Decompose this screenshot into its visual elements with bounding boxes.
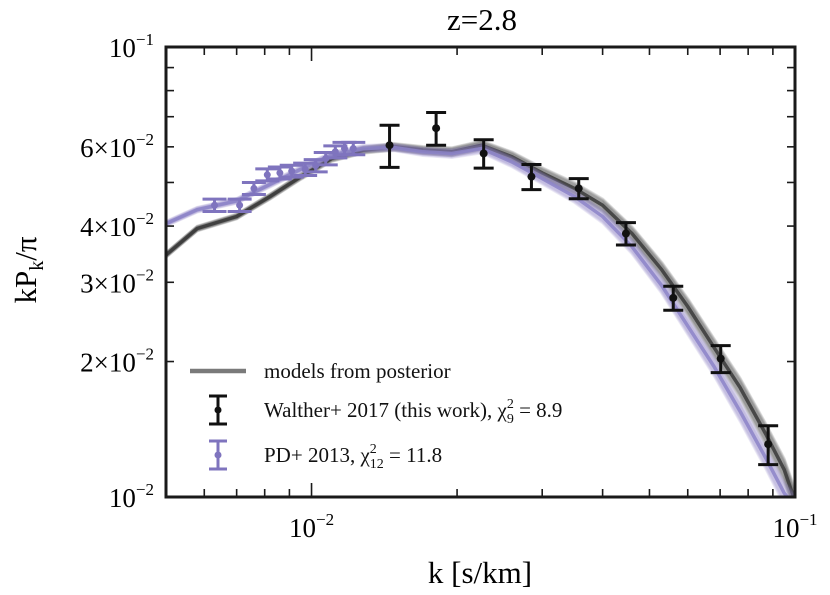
tick-base: 10: [109, 212, 136, 242]
tick-mantissa: 4×: [80, 212, 109, 242]
legend-label-sub: 12: [370, 457, 384, 472]
y-tick-label: 10−2: [109, 480, 154, 513]
tick-base: 10: [109, 268, 136, 298]
legend-label-sub: 9: [507, 412, 514, 427]
legend: models from posterior Walther+ 2017 (this…: [190, 359, 562, 472]
tick-exponent: −2: [136, 345, 154, 364]
data-point: [341, 140, 366, 157]
tick-base: 10: [109, 348, 136, 378]
legend-walther-label: Walther+ 2017 (this work), χ2 9 = 8.9: [264, 397, 562, 427]
x-tick-label: 10−1: [772, 510, 817, 543]
data-marker: [288, 167, 296, 175]
data-point: [279, 163, 304, 179]
data-marker: [432, 124, 441, 133]
data-series-3: [202, 140, 366, 213]
tick-labels: 10−2 10−110−16×10−24×10−23×10−22×10−210−2: [80, 30, 817, 543]
data-point: [473, 138, 494, 170]
plot-frame: [164, 45, 797, 499]
tick-base: 10: [109, 483, 136, 513]
data-point: [255, 167, 280, 183]
data-point: [293, 161, 318, 178]
legend-walther-symbol: [209, 394, 227, 426]
legend-label-main: PD+ 2013, χ: [264, 443, 370, 467]
tick-exponent: −2: [316, 510, 334, 529]
y-axis-title-main: kP: [8, 271, 43, 304]
data-marker: [211, 201, 219, 209]
y-tick-label: 2×10−2: [80, 345, 154, 378]
y-tick-label: 4×10−2: [80, 209, 154, 242]
data-point: [202, 197, 227, 213]
data-point: [227, 197, 252, 213]
data-point: [758, 424, 779, 467]
tick-base: 10: [289, 513, 316, 543]
tick-base: 10: [109, 133, 136, 163]
data-marker: [716, 354, 725, 363]
data-marker: [479, 149, 488, 158]
y-tick-label: 6×10−2: [80, 130, 154, 163]
y-tick-label: 10−1: [109, 30, 154, 63]
y-axis-title-tail: /π: [8, 236, 43, 261]
tick-exponent: −2: [136, 130, 154, 149]
data-point: [663, 284, 684, 312]
data-marker: [236, 201, 244, 209]
model-sample-line: [166, 139, 795, 490]
data-marker: [341, 144, 349, 152]
model-sample-line: [166, 140, 795, 492]
data-marker: [263, 171, 271, 179]
tick-base: 10: [772, 513, 799, 543]
legend-marker: [214, 406, 222, 414]
x-axis-title: k [s/km]: [428, 555, 532, 590]
legend-label-sup: 2: [507, 397, 514, 412]
tick-mantissa: 2×: [80, 348, 109, 378]
tick-mantissa: 6×: [80, 133, 109, 163]
y-axis-title-sub: k: [26, 261, 48, 271]
data-marker: [349, 144, 357, 152]
tick-exponent: −2: [136, 265, 154, 284]
data-point: [615, 221, 636, 247]
data-marker: [276, 169, 284, 177]
data-point: [241, 180, 266, 197]
x-tick-label: 10−2: [289, 510, 334, 543]
data-marker: [527, 172, 536, 181]
data-point: [710, 344, 731, 375]
tick-exponent: −2: [136, 209, 154, 228]
model-band-0: [166, 139, 795, 497]
data-marker: [669, 293, 678, 302]
tick-base: 10: [109, 33, 136, 63]
legend-label-tail: = 11.8: [384, 443, 442, 467]
legend-label-sup: 2: [370, 442, 377, 457]
data-marker: [621, 229, 630, 238]
legend-pd-symbol: [209, 439, 227, 471]
axis-ticks: [165, 46, 796, 498]
tick-exponent: −1: [799, 510, 817, 529]
chart-title: z=2.8: [447, 2, 517, 37]
data-marker: [574, 184, 583, 193]
tick-exponent: −2: [136, 480, 154, 499]
plot-area: [166, 111, 795, 497]
legend-label-tail: = 8.9: [514, 398, 563, 422]
data-point: [521, 163, 542, 192]
data-marker: [385, 141, 394, 150]
y-axis-title: kPk/π: [8, 236, 48, 303]
data-marker: [250, 184, 258, 192]
data-point: [568, 177, 589, 201]
data-point: [426, 111, 447, 147]
data-series-2: [379, 111, 779, 467]
legend-label-main: Walther+ 2017 (this work), χ: [264, 398, 508, 422]
data-marker: [764, 440, 773, 449]
legend-models-label: models from posterior: [264, 359, 451, 383]
y-tick-label: 3×10−2: [80, 265, 154, 298]
legend-marker: [214, 451, 222, 459]
tick-mantissa: 3×: [80, 268, 109, 298]
data-point: [379, 123, 400, 169]
tick-exponent: −1: [136, 30, 154, 49]
legend-pd-label: PD+ 2013, χ2 12 = 11.8: [264, 442, 442, 472]
